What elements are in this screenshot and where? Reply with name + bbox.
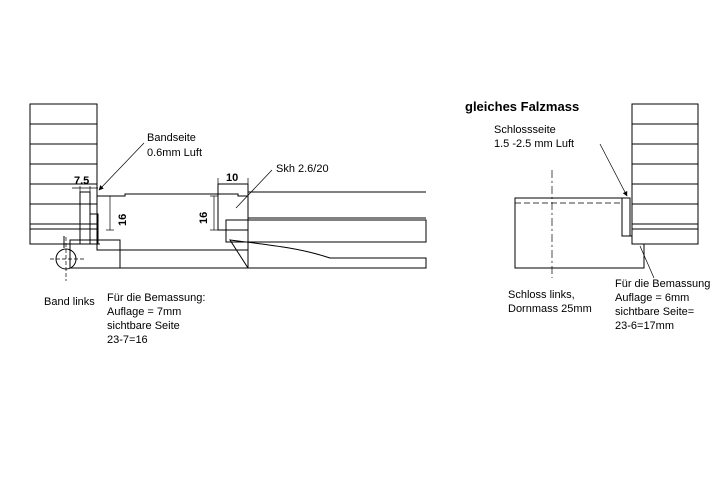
left-detail: 7.5 16 10 16 Bandseite 0.6mm Luft [29, 103, 427, 346]
left-bemassung-3: sichtbare Seite [107, 320, 180, 332]
dimension-16-left: 16 [106, 195, 129, 231]
dimension-7-5: 7.5 [72, 175, 98, 195]
left-frame-section [69, 183, 249, 269]
right-bemassung-1: Für die Bemassung [615, 278, 710, 290]
band-links-label: Band links [44, 296, 95, 308]
dim-7-5-label: 7.5 [74, 175, 89, 187]
schloss-label-1: Schloss links, [508, 289, 575, 301]
left-bemassung-4: 23-7=16 [107, 334, 148, 346]
schloss-label-2: Dornmass 25mm [508, 303, 592, 315]
right-heading: gleiches Falzmass [465, 99, 579, 114]
schlossseite-label-2: 1.5 -2.5 mm Luft [494, 138, 574, 150]
left-bemassung-1: Für die Bemassung: [107, 292, 205, 304]
left-door-leaf [225, 191, 427, 269]
skh-leader [235, 169, 273, 209]
right-wall [631, 103, 699, 245]
right-bemassung-4: 23-6=17mm [615, 320, 674, 332]
dim-16-mid-label: 16 [198, 212, 210, 224]
dimension-16-mid: 16 [198, 195, 218, 231]
schlossseite-leader [599, 143, 628, 197]
skh-label: Skh 2.6/20 [276, 163, 329, 175]
schlossseite-label-1: Schlossseite [494, 124, 556, 136]
hinge-detail [50, 191, 100, 281]
bandseite-label-1: Bandseite [147, 132, 196, 144]
right-bemassung-2: Auflage = 6mm [615, 292, 689, 304]
dimension-10: 10 [217, 172, 249, 188]
right-door-section [514, 170, 645, 278]
dim-10-label: 10 [226, 172, 238, 184]
left-wall [29, 103, 98, 245]
left-bemassung-2: Auflage = 7mm [107, 306, 181, 318]
bandseite-leader [98, 142, 145, 191]
right-bemassung-3: sichtbare Seite= [615, 306, 694, 318]
bandseite-label-2: 0.6mm Luft [147, 147, 202, 159]
right-detail: gleiches Falzmass Schlossseite 1.5 -2.5 … [465, 99, 710, 332]
right-bemassung-leader [639, 245, 655, 279]
dim-16-left-label: 16 [117, 214, 129, 226]
